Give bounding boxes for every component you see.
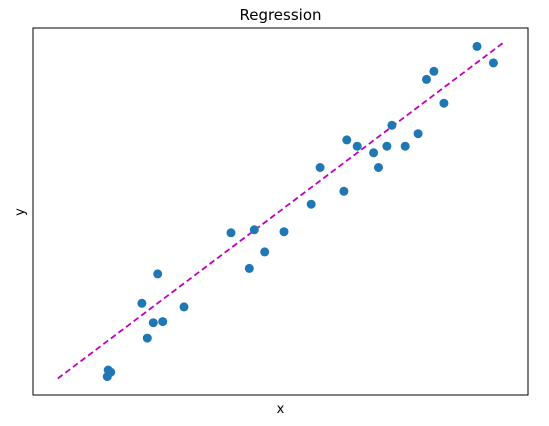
- scatter-point: [387, 120, 397, 130]
- regression-fit-line: [57, 41, 504, 380]
- axes-frame: [32, 27, 529, 396]
- scatter-point: [488, 58, 498, 68]
- scatter-point: [306, 199, 316, 209]
- scatter-point: [315, 163, 325, 172]
- scatter-point: [260, 247, 270, 257]
- scatter-point: [352, 141, 362, 151]
- scatter-point: [244, 263, 254, 273]
- scatter-point: [137, 298, 147, 308]
- scatter-point: [369, 148, 379, 158]
- scatter-point: [148, 318, 158, 328]
- scatter-point: [382, 141, 392, 151]
- scatter-point: [429, 66, 439, 76]
- scatter-point: [339, 186, 349, 196]
- scatter-point: [158, 317, 168, 327]
- scatter-point: [179, 302, 189, 312]
- scatter-point: [400, 141, 410, 151]
- scatter-point: [439, 98, 449, 108]
- scatter-point: [422, 74, 431, 84]
- scatter-point: [226, 228, 236, 238]
- scatter-point: [142, 333, 152, 343]
- x-axis-label: x: [277, 402, 285, 417]
- plot-area: [57, 41, 504, 382]
- scatter-point: [279, 227, 289, 237]
- chart-title: Regression: [239, 6, 321, 24]
- scatter-point: [153, 269, 163, 279]
- scatter-point: [472, 41, 482, 51]
- scatter-point: [342, 135, 352, 145]
- scatter-point: [106, 367, 116, 377]
- scatter-point: [374, 163, 383, 172]
- y-axis-label: y: [13, 208, 28, 216]
- scatter-point: [249, 225, 259, 235]
- scatter-point: [413, 129, 423, 139]
